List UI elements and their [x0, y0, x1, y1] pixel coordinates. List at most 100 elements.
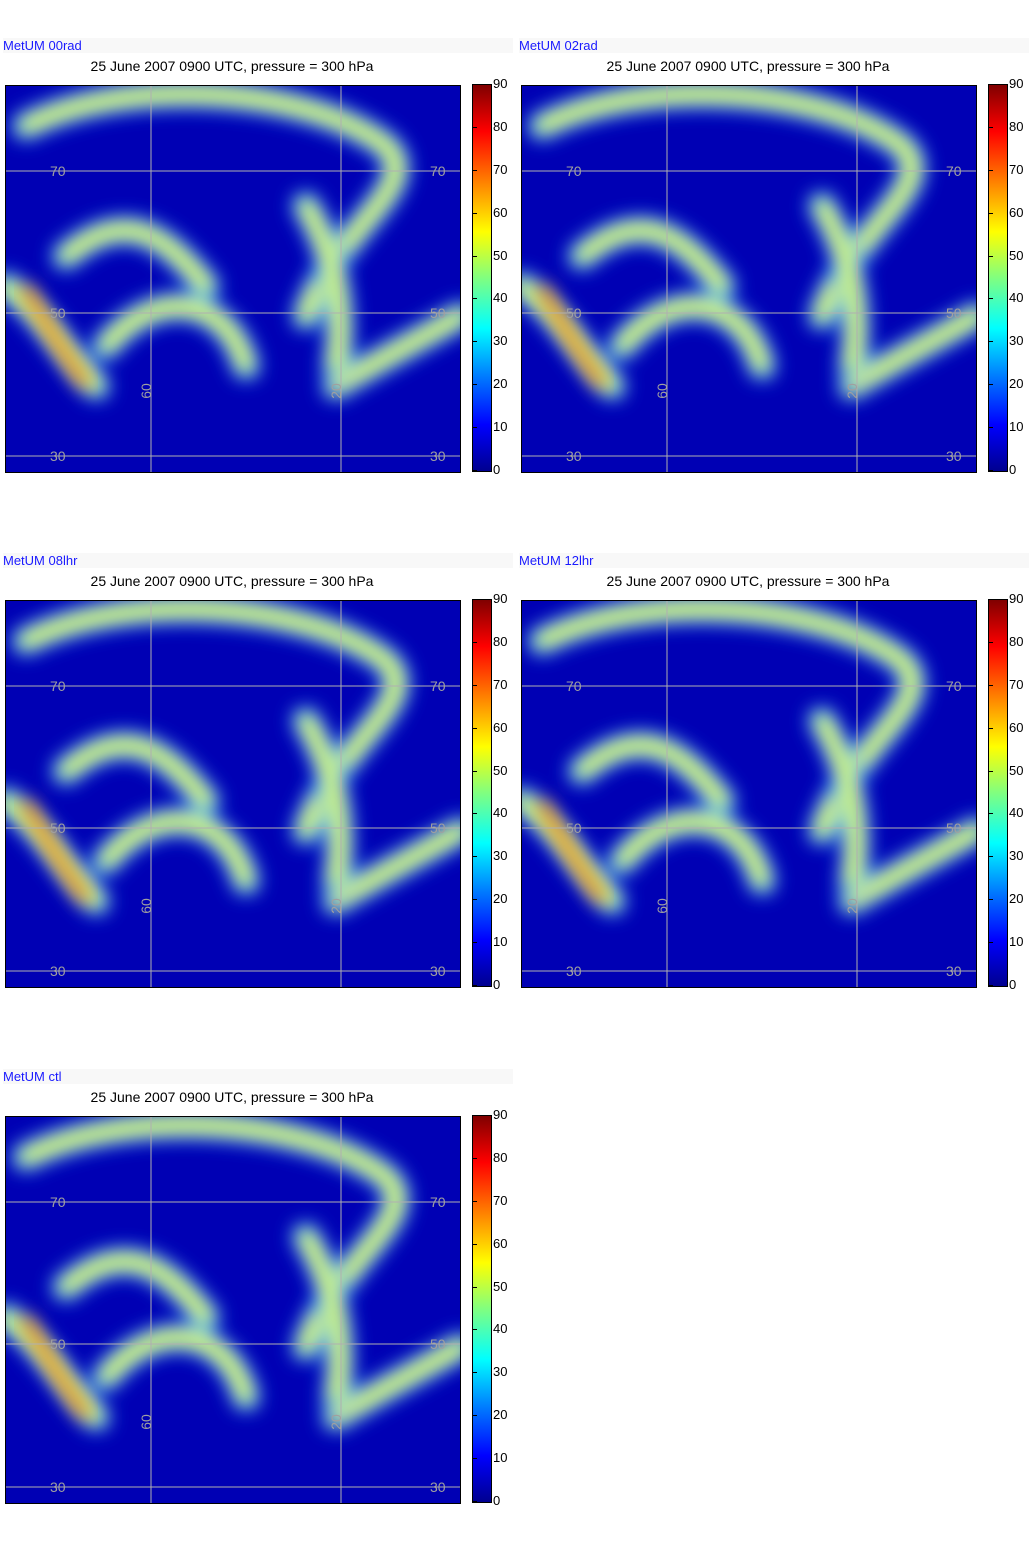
- panel-label: MetUM 08lhr: [3, 553, 513, 568]
- lat-label: 50: [50, 305, 66, 321]
- lat-label: 50: [946, 820, 962, 836]
- jet-core: [537, 798, 607, 904]
- colorbar-tick-mark: [988, 126, 993, 128]
- colorbar-tick-label: 10: [493, 419, 508, 435]
- lat-label: 50: [430, 305, 446, 321]
- wind-speed-map: 70 70 50 50 30 30 60 20: [5, 600, 461, 988]
- colorbar-tick-label: 0: [1009, 977, 1017, 992]
- colorbar-tick-label: 60: [493, 719, 508, 735]
- wind-speed-map: 70 70 50 50 30 30 60 20: [5, 85, 461, 473]
- colorbar-tick-mark: [988, 599, 993, 600]
- lon-label: 20: [328, 383, 344, 399]
- lat-label: 50: [50, 1336, 66, 1352]
- colorbar-tick-mark: [988, 255, 993, 257]
- lat-label: 70: [50, 1194, 66, 1210]
- colorbar-tick-label: 90: [1009, 76, 1024, 91]
- colorbar-tick-mark: [472, 427, 477, 429]
- wind-band: [61, 740, 211, 806]
- colorbar-tick-mark: [472, 126, 477, 128]
- colorbar-tick-mark: [472, 641, 477, 643]
- lat-label: 30: [430, 963, 446, 979]
- wind-band: [331, 826, 460, 906]
- panel-title: 25 June 2007 0900 UTC, pressure = 300 hP…: [606, 573, 890, 589]
- colorbar-tick-mark: [472, 813, 477, 815]
- colorbar-tick-label: 0: [1009, 462, 1017, 477]
- wind-band: [21, 1120, 401, 1352]
- lat-label: 30: [566, 448, 582, 464]
- lat-label: 30: [50, 1479, 66, 1495]
- wind-speed-map: 70 70 50 50 30 30 60 20: [521, 600, 977, 988]
- colorbar-tick-label: 50: [493, 247, 508, 263]
- wind-band: [537, 604, 917, 836]
- wind-band: [537, 89, 917, 321]
- colorbar-tick-mark: [988, 341, 993, 343]
- colorbar-tick-label: 90: [493, 76, 508, 91]
- wind-band: [817, 201, 861, 371]
- lat-label: 30: [946, 448, 962, 464]
- colorbar-tick-label: 10: [1009, 934, 1024, 950]
- colorbar-tick-mark: [988, 384, 993, 386]
- panel-02rad: MetUM 02rad 25 June 2007 0900 UTC, press…: [516, 38, 1032, 508]
- colorbar-tick-mark: [988, 641, 993, 643]
- colorbar-tick-label: 20: [1009, 891, 1024, 907]
- colorbar-tick-mark: [472, 599, 477, 600]
- colorbar-tick-label: 50: [1009, 762, 1024, 778]
- lat-label: 70: [50, 163, 66, 179]
- lat-label: 30: [566, 963, 582, 979]
- colorbar-tick-mark: [472, 1243, 477, 1245]
- colorbar-tick-mark: [472, 770, 477, 772]
- colorbar-tick-label: 0: [493, 1493, 501, 1508]
- colorbar-tick-label: 40: [493, 290, 508, 306]
- colorbar-tick-mark: [472, 684, 477, 686]
- jet-core: [21, 1314, 91, 1420]
- colorbar-tick-mark: [988, 770, 993, 772]
- colorbar-tick-label: 30: [493, 848, 508, 864]
- wind-band: [101, 302, 251, 371]
- lat-label: 70: [566, 678, 582, 694]
- colorbar-tick-label: 10: [1009, 419, 1024, 435]
- colorbar-tick-label: 80: [493, 118, 508, 134]
- lat-label: 30: [50, 963, 66, 979]
- panel-ctl: MetUM ctl 25 June 2007 0900 UTC, pressur…: [0, 1069, 516, 1539]
- colorbar-tick-label: 20: [493, 1407, 508, 1423]
- wind-band: [577, 740, 727, 806]
- colorbar-tick-label: 40: [1009, 805, 1024, 821]
- lon-label: 20: [844, 383, 860, 399]
- colorbar-tick-mark: [472, 985, 477, 986]
- colorbar-tick-mark: [472, 298, 477, 300]
- lat-label: 50: [566, 305, 582, 321]
- lat-label: 50: [946, 305, 962, 321]
- colorbar-tick-mark: [472, 212, 477, 214]
- lon-label: 60: [654, 383, 670, 399]
- panel-title: 25 June 2007 0900 UTC, pressure = 300 hP…: [606, 58, 890, 74]
- colorbar-tick-label: 80: [1009, 118, 1024, 134]
- colorbar-tick-label: 10: [493, 934, 508, 950]
- panel-label: MetUM 00rad: [3, 38, 513, 53]
- lat-label: 30: [50, 448, 66, 464]
- lat-label: 30: [946, 963, 962, 979]
- colorbar-tick-label: 80: [493, 1149, 508, 1165]
- lon-label: 60: [654, 898, 670, 914]
- colorbar-tick-label: 40: [493, 805, 508, 821]
- lat-label: 70: [430, 163, 446, 179]
- lat-label: 50: [430, 1336, 446, 1352]
- colorbar-tick-label: 20: [493, 891, 508, 907]
- wind-speed-map: 70 70 50 50 30 30 60 20: [5, 1116, 461, 1504]
- colorbar: [472, 84, 492, 472]
- lon-label: 60: [138, 898, 154, 914]
- colorbar-tick-label: 50: [493, 1278, 508, 1294]
- colorbar-tick-label: 30: [493, 333, 508, 349]
- panel-label: MetUM 12lhr: [519, 553, 1029, 568]
- jet-core: [21, 283, 91, 389]
- wind-band: [21, 89, 401, 321]
- colorbar-tick-mark: [472, 1372, 477, 1374]
- colorbar-tick-mark: [988, 942, 993, 944]
- wind-band: [21, 604, 401, 836]
- colorbar-tick-label: 10: [493, 1450, 508, 1466]
- colorbar-tick-mark: [472, 1415, 477, 1417]
- colorbar-tick-mark: [988, 169, 993, 171]
- colorbar-tick-label: 70: [1009, 676, 1024, 692]
- lon-label: 20: [328, 898, 344, 914]
- lat-label: 50: [566, 820, 582, 836]
- colorbar: [472, 599, 492, 987]
